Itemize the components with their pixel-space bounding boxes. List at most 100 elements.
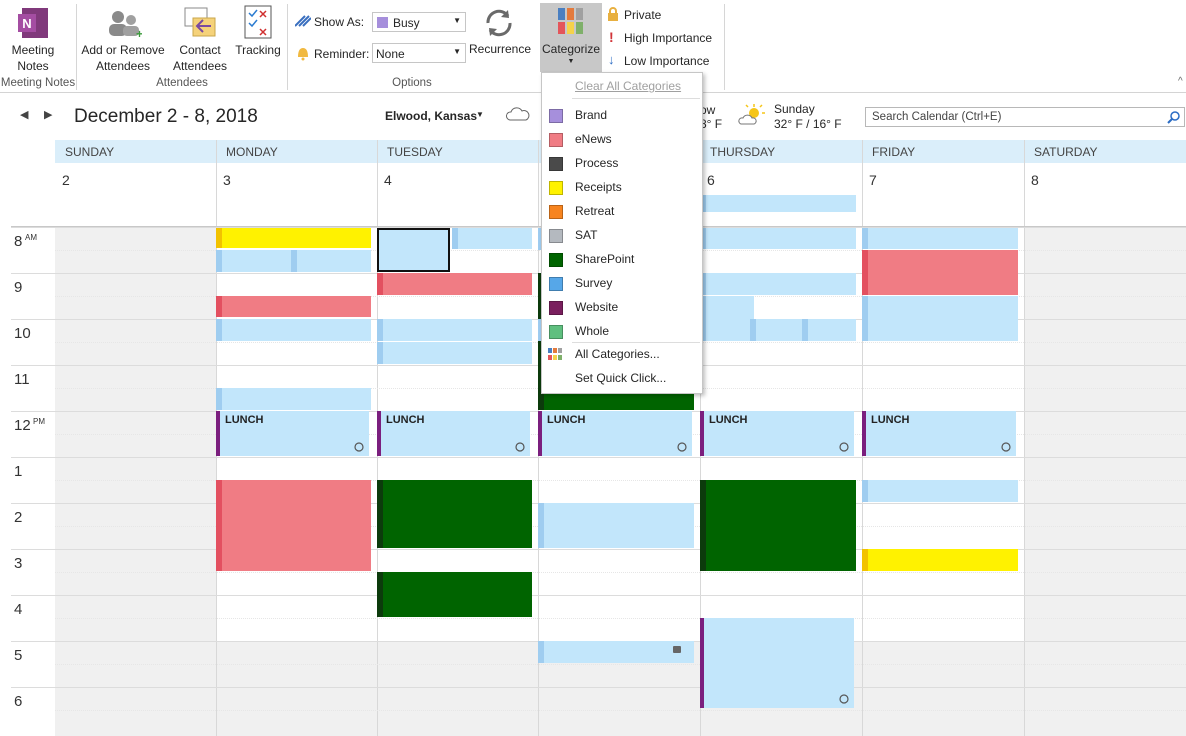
lock-icon <box>673 646 681 653</box>
calendar-event[interactable] <box>862 250 1018 295</box>
search-box[interactable]: Search Calendar (Ctrl+E) <box>865 107 1185 127</box>
calendar-event[interactable] <box>291 250 371 272</box>
calendar-event[interactable] <box>862 549 1018 571</box>
day-date[interactable]: 8 <box>1031 172 1039 188</box>
lunch-event[interactable]: LUNCH <box>377 411 530 456</box>
calendar-event[interactable] <box>700 195 856 212</box>
calendar-event[interactable] <box>862 296 1018 341</box>
recurrence-icon <box>1001 442 1011 452</box>
event-title: LUNCH <box>386 414 425 426</box>
calendar-event[interactable] <box>862 480 1018 502</box>
prev-arrow[interactable]: ◀ <box>20 109 29 121</box>
category-item[interactable]: Website <box>542 297 700 319</box>
category-item[interactable]: eNews <box>542 129 700 151</box>
category-name: Retreat <box>575 204 615 218</box>
calendar-event[interactable] <box>377 480 532 548</box>
next-arrow[interactable]: ▶ <box>44 109 53 121</box>
category-swatch <box>549 325 563 339</box>
high-importance-button[interactable]: High Importance <box>624 31 713 45</box>
calendar-event[interactable] <box>216 480 371 571</box>
contact-attendees-button[interactable]: Contact Attendees <box>172 43 228 73</box>
reminder-dropdown[interactable]: None ▼ <box>372 43 466 63</box>
location[interactable]: Elwood, Kansas <box>385 109 478 123</box>
hour-label: 12 <box>14 417 31 434</box>
category-item[interactable]: Whole <box>542 321 700 343</box>
calendar-event[interactable] <box>377 342 532 364</box>
calendar-event[interactable] <box>377 273 532 295</box>
calendar-event[interactable] <box>700 228 856 249</box>
calendar-event[interactable] <box>700 618 854 708</box>
calendar-event[interactable] <box>216 228 371 248</box>
calendar-event[interactable] <box>862 228 1018 249</box>
category-item[interactable]: Receipts <box>542 177 700 199</box>
category-item[interactable]: SAT <box>542 225 700 247</box>
day-name: TUESDAY <box>387 145 443 159</box>
reminder-icon <box>298 48 308 61</box>
after-hours <box>377 641 538 736</box>
calendar-event[interactable] <box>700 273 856 295</box>
lunch-event[interactable]: LUNCH <box>700 411 854 456</box>
day-name: FRIDAY <box>872 145 916 159</box>
calendar-event[interactable] <box>216 388 371 410</box>
event-title: LUNCH <box>709 414 748 426</box>
recurrence-button[interactable]: Recurrence <box>468 42 532 56</box>
day-name: THURSDAY <box>710 145 776 159</box>
day-date[interactable]: 4 <box>384 172 392 188</box>
calendar-event[interactable] <box>538 641 694 663</box>
calendar-event[interactable] <box>700 296 754 341</box>
calendar-event[interactable] <box>216 250 296 272</box>
tracking-icon <box>244 5 272 39</box>
add-remove-attendees-button[interactable]: Add or Remove Attendees <box>81 43 165 73</box>
high-importance-icon: ! <box>609 29 614 45</box>
clear-all-categories[interactable]: Clear All Categories <box>575 79 682 93</box>
day-date[interactable]: 3 <box>223 172 231 188</box>
calendar-event[interactable] <box>377 572 532 617</box>
show-as-dropdown[interactable]: Busy ▼ <box>372 12 466 32</box>
calendar-event[interactable] <box>538 503 694 548</box>
set-quick-click[interactable]: Set Quick Click... <box>575 371 667 385</box>
category-name: Whole <box>575 324 610 338</box>
category-name: Survey <box>575 276 613 290</box>
hour-label: 1 <box>14 463 23 480</box>
collapse-ribbon[interactable]: ^ <box>1178 76 1183 87</box>
lunch-event[interactable]: LUNCH <box>862 411 1016 456</box>
category-item[interactable]: SharePoint <box>542 249 700 271</box>
low-importance-button[interactable]: Low Importance <box>624 54 710 68</box>
calendar-event[interactable] <box>216 296 371 317</box>
weather-day: Sunday <box>774 102 815 116</box>
all-categories[interactable]: All Categories... <box>575 347 660 361</box>
weather-temp: 8° F <box>700 117 723 131</box>
category-name: eNews <box>575 132 612 146</box>
day-date[interactable]: 2 <box>62 172 70 188</box>
meeting-notes-button[interactable]: Meeting Notes <box>11 43 55 73</box>
category-item[interactable]: Survey <box>542 273 700 295</box>
category-swatch <box>549 109 563 123</box>
calendar-event[interactable] <box>216 319 371 341</box>
category-item[interactable]: Retreat <box>542 201 700 223</box>
selected-event[interactable] <box>377 228 450 272</box>
calendar-event[interactable] <box>377 319 532 341</box>
hour-label: 2 <box>14 509 23 526</box>
calendar-event[interactable] <box>750 319 806 341</box>
category-swatch <box>549 253 563 267</box>
private-button[interactable]: Private <box>624 8 662 22</box>
half-hour-line <box>55 618 1186 619</box>
day-date[interactable]: 6 <box>707 172 715 188</box>
hour-line <box>11 457 1186 458</box>
category-item[interactable]: Brand <box>542 105 700 127</box>
day-column <box>1024 227 1186 736</box>
category-item[interactable]: Process <box>542 153 700 175</box>
reminder-label: Reminder: <box>314 47 370 61</box>
lunch-event[interactable]: LUNCH <box>538 411 692 456</box>
location-arrow: ▼ <box>476 110 484 119</box>
calendar-event[interactable] <box>700 480 856 571</box>
calendar-event[interactable] <box>802 319 856 341</box>
after-hours <box>862 641 1024 736</box>
day-date[interactable]: 7 <box>869 172 877 188</box>
half-hour-line <box>55 480 1186 481</box>
tracking-button[interactable]: Tracking <box>235 43 281 57</box>
recurrence-icon <box>677 442 687 452</box>
lunch-event[interactable]: LUNCH <box>216 411 369 456</box>
calendar-event[interactable] <box>452 228 532 249</box>
